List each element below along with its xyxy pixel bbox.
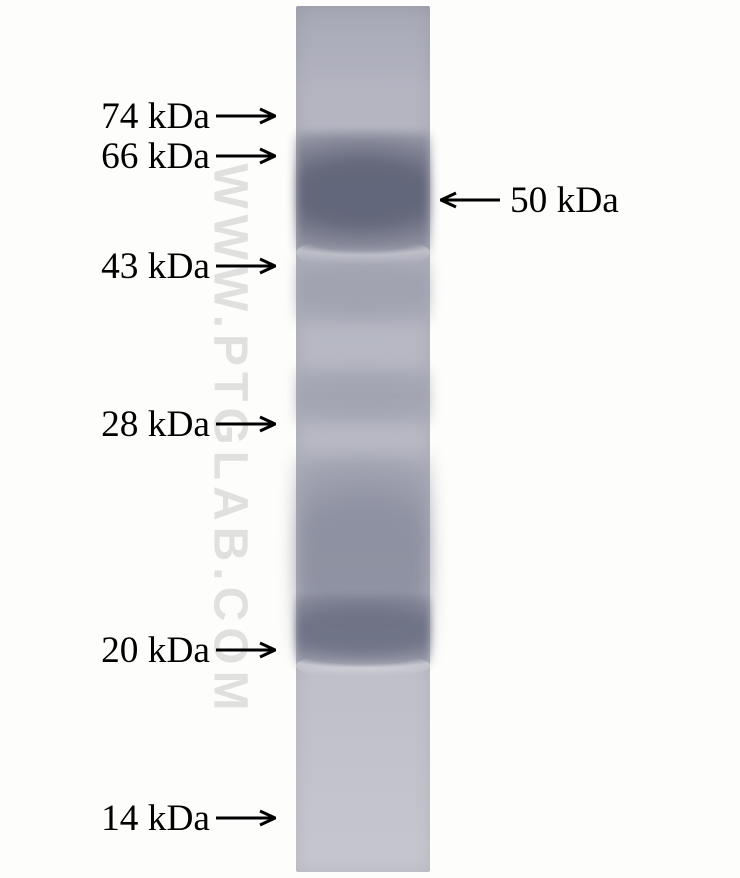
gel-lane [296,6,430,872]
marker-label: 74 kDa [0,95,210,138]
marker-row: 14 kDa [0,798,276,838]
arrow-right-icon [216,107,276,125]
gel-figure: WWW.PTGLAB.COM 74 kDa 66 kDa 43 kDa 28 k… [0,0,740,878]
marker-label: 66 kDa [0,135,210,178]
arrow-right-icon [216,809,276,827]
marker-row: 20 kDa [0,630,276,670]
gel-lane-background [296,6,430,872]
marker-label: 14 kDa [0,797,210,840]
arrow-right-icon [216,641,276,659]
arrow-right-icon [216,415,276,433]
marker-row: 74 kDa [0,96,276,136]
marker-arrow [216,257,276,275]
marker-arrow [216,107,276,125]
arrow-left-icon [440,191,500,209]
marker-row: 28 kDa [0,404,276,444]
marker-row: 43 kDa [0,246,276,286]
band-annotation-row: 50 kDa [440,180,619,220]
marker-label: 43 kDa [0,245,210,288]
arrow-right-icon [216,257,276,275]
marker-label: 28 kDa [0,403,210,446]
band-annotation-arrow [440,191,500,209]
marker-arrow [216,147,276,165]
band-annotation-label: 50 kDa [510,179,619,222]
arrow-right-icon [216,147,276,165]
marker-arrow [216,415,276,433]
marker-label: 20 kDa [0,629,210,672]
marker-arrow [216,641,276,659]
marker-row: 66 kDa [0,136,276,176]
marker-arrow [216,809,276,827]
